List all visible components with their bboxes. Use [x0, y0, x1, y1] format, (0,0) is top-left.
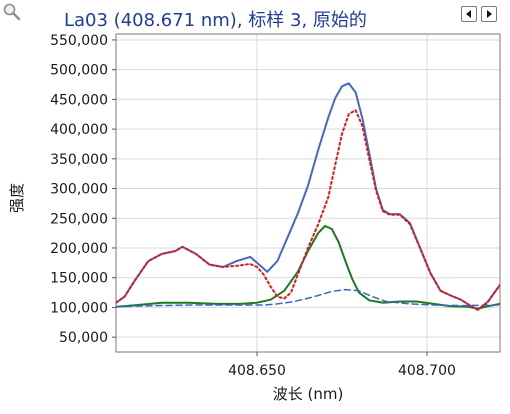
y-tick-label: 300,000 — [50, 182, 108, 198]
plot-area[interactable] — [115, 33, 501, 353]
y-tick-label: 50,000 — [59, 330, 108, 346]
magnifier-icon[interactable] — [2, 2, 22, 22]
chart-title: La03 (408.671 nm), 标样 3, 原始的 — [64, 10, 367, 31]
plot-background — [116, 34, 500, 352]
y-tick-label: 200,000 — [50, 241, 108, 257]
prev-button[interactable] — [461, 6, 477, 22]
x-axis: 408.650 408.700 — [228, 352, 456, 379]
x-axis-label: 波长 (nm) — [273, 385, 344, 403]
series-line-fit — [116, 109, 500, 311]
x-tick-label: 408.650 — [228, 363, 286, 379]
series-layer — [116, 82, 500, 311]
triangle-right-icon — [487, 10, 492, 18]
triangle-left-icon — [466, 10, 471, 18]
series-line-background — [116, 288, 500, 308]
y-tick-label: 150,000 — [50, 271, 108, 287]
y-tick-label: 500,000 — [50, 63, 108, 79]
y-tick-label: 100,000 — [50, 300, 108, 316]
x-tick-label: 408.700 — [398, 363, 456, 379]
y-tick-label: 350,000 — [50, 152, 108, 168]
y-tick-label: 400,000 — [50, 122, 108, 138]
y-tick-label: 450,000 — [50, 92, 108, 108]
grid-lines — [116, 34, 500, 352]
y-axis-label: 强度 — [8, 183, 26, 213]
next-button[interactable] — [481, 6, 497, 22]
y-tick-label: 550,000 — [50, 33, 108, 49]
y-axis: 50,000 100,000 150,000 200,000 250,000 300,00… — [50, 33, 116, 346]
y-tick-label: 250,000 — [50, 211, 108, 227]
